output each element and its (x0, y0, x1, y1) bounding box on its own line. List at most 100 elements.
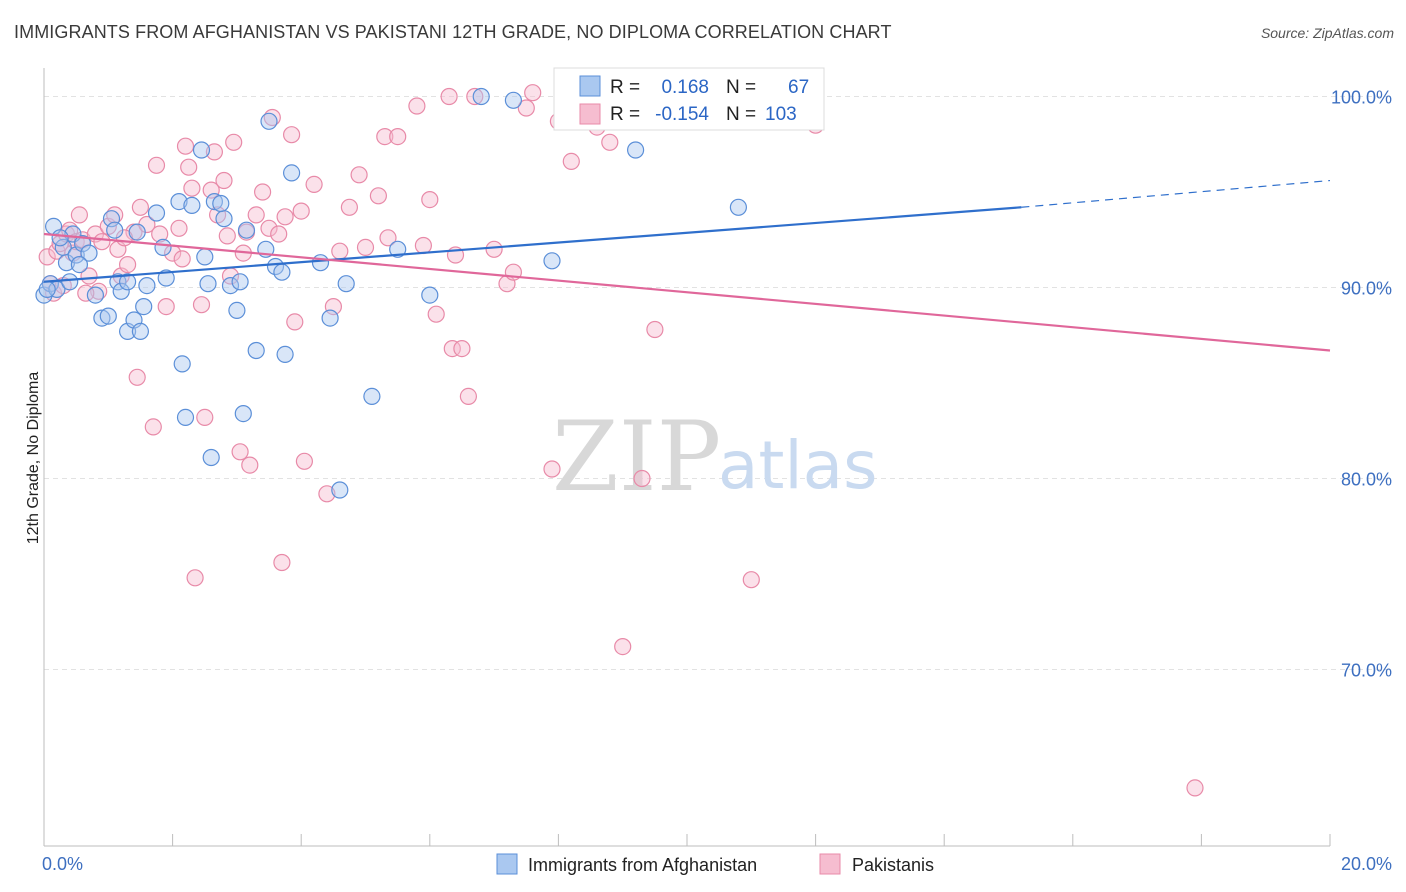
stats-r-value-pakistanis: -0.154 (655, 104, 709, 125)
pakistanis-trend-line (43, 232, 1331, 352)
afghanistan-point-41 (237, 221, 256, 239)
pakistanis-point-63 (350, 166, 368, 184)
watermark-zip: ZIP (552, 401, 721, 513)
pakistanis-point-54 (283, 126, 301, 144)
pakistanis-point-86 (562, 152, 580, 170)
pakistanis-point-30 (170, 219, 188, 237)
stats-swatch-pakistanis (579, 103, 601, 125)
pakistanis-point-51 (270, 225, 288, 243)
afghanistan-point-30 (183, 196, 201, 214)
pakistanis-point-32 (176, 137, 195, 155)
afghanistan-point-21 (131, 322, 149, 340)
pakistanis-point-55 (286, 313, 304, 331)
afghanistan-point-29 (176, 408, 195, 426)
afghanistan-point-38 (228, 301, 246, 319)
pakistanis-point-94 (742, 571, 760, 589)
pakistanis-point-71 (421, 191, 439, 209)
afghanistan-point-66 (70, 256, 89, 274)
pakistanis-point-44 (231, 443, 249, 461)
afghanistan-trend-extension (1021, 179, 1331, 208)
afghanistan-point-23 (138, 277, 156, 295)
afghanistan-point-19 (118, 273, 137, 291)
pakistanis-point-74 (443, 340, 461, 358)
pakistanis-point-72 (427, 305, 445, 323)
pakistanis-point-41 (218, 227, 236, 245)
afghanistan-point-17 (112, 282, 130, 300)
afghanistan-point-34 (202, 448, 220, 467)
pakistanis-point-49 (260, 219, 278, 237)
pakistanis-point-59 (318, 485, 336, 503)
y-tick-label-2: 80.0% (1341, 470, 1392, 490)
afghanistan-point-24 (147, 204, 166, 222)
afghanistan-trend-line (43, 206, 1022, 283)
afghanistan-point-35 (205, 193, 223, 211)
afghanistan-point-13 (99, 307, 117, 325)
afghanistan-point-10 (80, 244, 98, 262)
pakistanis-point-33 (183, 179, 201, 197)
pakistanis-point-20 (118, 256, 137, 274)
afghanistan-point-27 (170, 193, 188, 211)
y-axis-tick-labels: 100.0% 90.0% 80.0% 70.0% (1331, 88, 1392, 681)
afghanistan-point-50 (321, 309, 339, 327)
watermark: ZIP atlas (552, 401, 878, 513)
pakistanis-point-40 (215, 171, 233, 190)
afghanistan-point-60 (626, 141, 645, 159)
afghanistan-point-51 (331, 481, 349, 499)
pakistanis-point-65 (369, 187, 387, 205)
afghanistan-point-40 (234, 405, 252, 423)
pakistanis-point-61 (331, 242, 349, 260)
pakistanis-point-53 (276, 208, 294, 226)
series-legend: Immigrants from Afghanistan Pakistanis (496, 853, 934, 875)
afghanistan-point-62 (38, 280, 56, 298)
afghanistan-point-36 (215, 210, 233, 228)
pakistanis-point-43 (225, 133, 243, 151)
trend-lines (43, 179, 1331, 352)
pakistanis-point-23 (131, 198, 149, 216)
stats-r-label-afghanistan: R = (610, 77, 640, 98)
pakistanis-point-48 (254, 183, 272, 201)
pakistanis-point-52 (273, 553, 291, 572)
legend-swatch-pakistanis (819, 853, 841, 875)
afghanistan-point-28 (173, 355, 191, 373)
pakistanis-point-64 (356, 238, 375, 256)
afghanistan-point-9 (73, 235, 92, 253)
pakistanis-point-66 (376, 128, 394, 146)
pakistanis-point-46 (241, 456, 259, 474)
afghanistan-point-55 (421, 286, 439, 304)
pakistanis-point-0 (38, 248, 56, 266)
pakistanis-point-15 (93, 233, 111, 251)
afghanistan-point-42 (247, 341, 265, 360)
afghanistan-point-54 (389, 240, 407, 258)
stats-n-label-pakistanis: N = (726, 104, 756, 125)
pakistanis-point-89 (614, 637, 632, 656)
pakistanis-point-12 (80, 267, 98, 285)
afghanistan-point-61 (729, 198, 748, 216)
pakistanis-point-88 (601, 133, 619, 151)
afghanistan-points (35, 87, 748, 499)
pakistanis-point-84 (543, 460, 561, 478)
pakistanis-point-58 (305, 175, 323, 193)
y-tick-label-0: 100.0% (1331, 88, 1392, 108)
pakistanis-point-77 (459, 387, 477, 405)
afghanistan-point-52 (337, 275, 355, 293)
pakistanis-point-35 (192, 296, 211, 314)
afghanistan-point-65 (128, 223, 146, 241)
afghanistan-point-48 (283, 164, 301, 182)
afghanistan-point-31 (192, 141, 211, 159)
x-tick-label-min: 0.0% (42, 854, 83, 874)
pakistanis-point-98 (1186, 779, 1204, 797)
afghanistan-point-44 (260, 112, 278, 130)
legend-label-pakistanis: Pakistanis (852, 855, 934, 875)
afghanistan-point-32 (196, 248, 214, 266)
afghanistan-point-56 (472, 87, 490, 106)
stats-n-value-afghanistan: 67 (788, 77, 809, 98)
pakistanis-point-83 (524, 84, 542, 102)
stats-n-value-pakistanis: 103 (765, 104, 797, 125)
afghanistan-point-26 (157, 269, 175, 287)
afghanistan-point-6 (61, 273, 79, 291)
stats-legend: R = 0.168 N = 67 R = -0.154 N = 103 (553, 67, 825, 131)
pakistanis-point-76 (453, 340, 471, 358)
pakistanis-point-79 (485, 240, 503, 258)
afghanistan-point-64 (212, 194, 230, 213)
pakistanis-point-22 (128, 368, 146, 386)
